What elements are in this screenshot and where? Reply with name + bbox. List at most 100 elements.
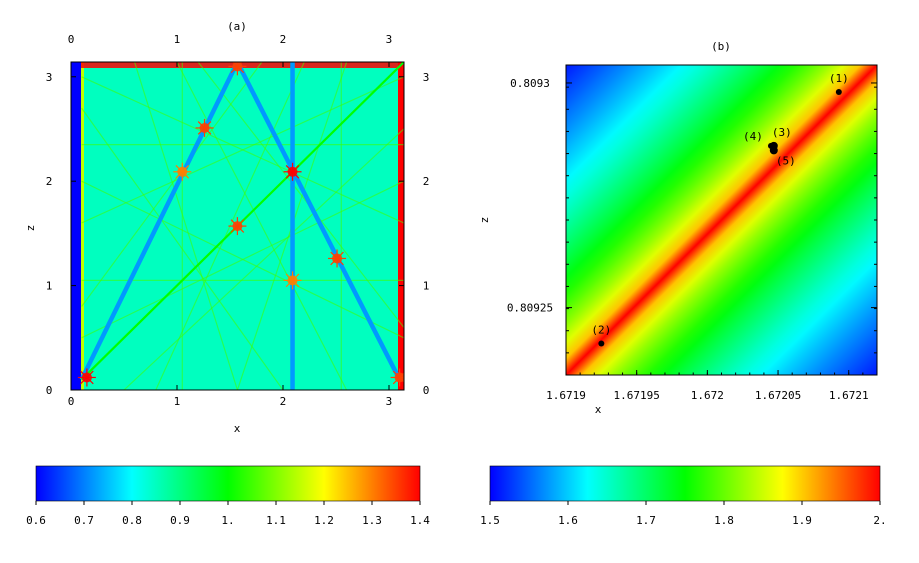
data-point-label: (4) (743, 130, 763, 143)
panel-a-frame (70, 61, 405, 391)
heatmap-a-hotspot-ray (292, 273, 300, 281)
heatmap-a-hotspot-ray (336, 258, 344, 266)
y-tick-label-a: 2 (46, 175, 53, 188)
heatmap-a-hotspot-ray (86, 377, 94, 385)
heatmap-a-hotspot-ray (230, 65, 238, 74)
heatmap-a-hotspot-ray (181, 171, 190, 179)
y-tick-label-a-right: 0 (423, 384, 430, 397)
heatmap-a-faint-line (134, 62, 238, 390)
colorbar-b: 1.5 1.6 1.7 1.8 1.9 2. (480, 465, 887, 527)
data-point (598, 340, 605, 347)
heatmap-a-hotspot-ray (285, 279, 293, 288)
panel-a-label: (a) (227, 20, 247, 33)
colorbar-tick-label: 0.8 (122, 514, 142, 527)
data-point-label: (2) (591, 324, 611, 337)
data-point-label: (5) (776, 154, 796, 167)
heatmap-a-hotspot-ray (236, 219, 245, 227)
heatmap-b-field (566, 65, 877, 375)
heatmap-a-hotspot-ray (336, 251, 344, 259)
heatmap-a-hotspot-ray (181, 165, 190, 173)
x-tick-label-a: 0 (68, 395, 75, 408)
panel-b-points: (1) (2) (3) (4) (5) (591, 72, 849, 347)
colorbar-tick-label: 1.2 (314, 514, 334, 527)
y-tick-label-a: 0 (46, 384, 53, 397)
heatmap-a-hotspot-ray (292, 279, 300, 288)
colorbar-a: 0.6 0.7 0.8 0.9 1. 1.1 1.2 1.3 1.4 (26, 465, 430, 527)
x-tick-label-a-top: 0 (68, 33, 75, 46)
heatmap-a-hotspot-ray (236, 65, 245, 74)
panel-a-heatmap (71, 62, 404, 390)
y-tick-label-b: 0.80925 (507, 302, 553, 315)
data-point-label: (1) (829, 72, 849, 85)
heatmap-a-hotspot-ray (230, 225, 238, 233)
panel-b-heatmap (566, 65, 877, 375)
heatmap-a-hotspot-ray (330, 258, 338, 266)
heatmap-a-hotspot-ray (292, 171, 300, 179)
y-tick-label-a-right: 2 (423, 175, 430, 188)
x-tick-label-a-top: 1 (174, 33, 181, 46)
data-point (835, 88, 842, 95)
colorbar-tick-label: 0.6 (26, 514, 46, 527)
heatmap-a-faint-line (81, 180, 404, 339)
heatmap-a-left-strip (71, 62, 81, 390)
colorbar-tick-label: 0.7 (74, 514, 94, 527)
heatmap-a-hotspot-ray (175, 165, 183, 173)
panel-a: (a) 0 0 1 1 2 2 3 3 0 0 1 1 2 2 3 3 x z (24, 20, 429, 435)
heatmap-a-faint-line (123, 128, 404, 390)
x-tick-label-b: 1.67195 (614, 389, 660, 402)
heatmap-a-hotspot-ray (230, 219, 238, 227)
colorbar-tick-label: 1.5 (480, 514, 500, 527)
colorbar-tick-label: 1.6 (558, 514, 578, 527)
colorbar-tick-label: 1.8 (714, 514, 734, 527)
heatmap-a-hotspot-ray (399, 377, 404, 383)
x-tick-label-b: 1.67205 (755, 389, 801, 402)
heatmap-a-hotspot-ray (204, 127, 212, 135)
panel-b-label: (b) (711, 40, 731, 53)
x-tick-label-b: 1.6721 (829, 389, 869, 402)
panel-b-xlabel: x (595, 403, 602, 416)
panel-a-ylabel: z (24, 225, 37, 232)
heatmap-a-faint-line (81, 76, 404, 224)
colorbar-tick-label: 1.7 (636, 514, 656, 527)
x-tick-label-b: 1.6719 (546, 389, 586, 402)
colorbar-tick-label: 1.1 (266, 514, 286, 527)
colorbar-tick-label: 1. (221, 514, 234, 527)
colorbar-tick-label: 1.4 (410, 514, 430, 527)
heatmap-a-hotspot-ray (197, 121, 205, 129)
x-tick-label-a: 3 (386, 395, 393, 408)
panel-a-xlabel: x (234, 422, 241, 435)
colorbar-tick-label: 1.3 (362, 514, 382, 527)
heatmap-a-hotspot-ray (292, 165, 300, 173)
panel-b-ylabel: z (478, 217, 491, 224)
colorbar-tick-label: 0.9 (170, 514, 190, 527)
heatmap-a-hotspot-ray (236, 62, 243, 67)
heatmap-a-line (235, 62, 402, 381)
heatmap-a-hotspot-ray (175, 171, 183, 179)
y-tick-label-a-right: 3 (423, 71, 430, 84)
heatmap-a-hotspot-ray (392, 370, 401, 378)
x-tick-label-a-top: 3 (386, 33, 393, 46)
heatmap-a-faint-line (81, 62, 263, 307)
heatmap-a-hotspot-ray (330, 251, 338, 259)
colorbar-a-ramp (35, 465, 421, 502)
heatmap-a-right-strip (398, 62, 404, 390)
heatmap-a-hotspot-ray (204, 121, 212, 129)
y-tick-label-a: 3 (46, 71, 53, 84)
heatmap-a-hotspot-ray (86, 370, 94, 378)
colorbar-b-ticks: 1.5 1.6 1.7 1.8 1.9 2. (480, 501, 887, 527)
heatmap-a-hotspot-ray (80, 377, 88, 385)
data-point (769, 146, 778, 155)
y-tick-label-b: 0.8093 (510, 77, 550, 90)
heatmap-a-hotspot-ray (285, 165, 293, 173)
heatmap-a-faint-line (176, 62, 348, 390)
heatmap-a-hotspot-ray (197, 127, 205, 135)
data-point-label: (3) (772, 126, 792, 139)
y-tick-label-a: 1 (46, 280, 53, 293)
heatmap-a-top-strip (81, 62, 404, 68)
x-tick-label-b: 1.672 (691, 389, 724, 402)
heatmap-a-line (79, 62, 240, 381)
heatmap-a-hotspot-ray (232, 62, 238, 67)
colorbar-tick-label: 1.9 (792, 514, 812, 527)
heatmap-a-hotspot-ray (392, 377, 401, 385)
